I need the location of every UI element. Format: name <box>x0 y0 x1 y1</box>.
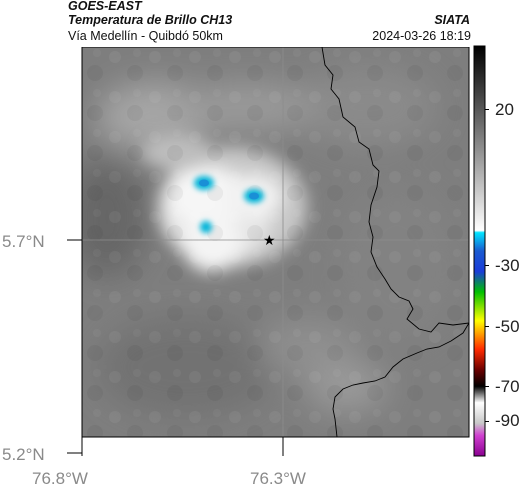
agency-label: SIATA <box>434 13 470 27</box>
brightness-temperature-field <box>82 47 469 437</box>
colorbar-label: -30 <box>495 256 520 275</box>
colorbar-label: -50 <box>495 317 520 336</box>
star-icon: ★ <box>263 233 276 249</box>
colorbar-label: 20 <box>495 100 514 119</box>
temperature-colorbar <box>473 45 486 457</box>
datetime-label: 2024-03-26 18:19 <box>372 29 471 43</box>
lat-tick-label: 5.2°N <box>2 445 45 464</box>
lon-tick-label: 76.8°W <box>32 469 88 488</box>
lon-tick-label: 76.3°W <box>250 469 306 488</box>
satellite-map: ★ <box>67 47 470 456</box>
lat-tick-label: 5.7°N <box>2 232 45 251</box>
department-border-south <box>332 322 469 437</box>
colorbar-label: -70 <box>495 377 520 396</box>
product-title: Temperatura de Brillo CH13 <box>68 13 233 27</box>
department-border <box>321 47 469 333</box>
colorbar-label: -90 <box>495 411 520 430</box>
satellite-title: GOES-EAST <box>68 0 142 13</box>
map-axes-frame <box>81 47 470 438</box>
region-subtitle: Vía Medellín - Quibdó 50km <box>68 29 223 43</box>
